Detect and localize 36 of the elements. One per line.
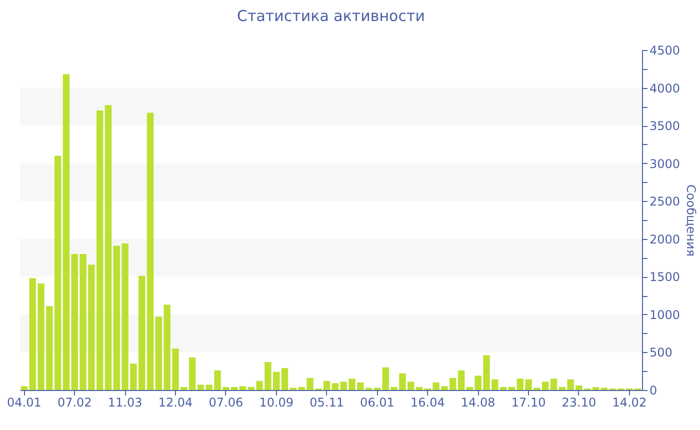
bar (104, 105, 112, 390)
y-tick-label: 3500 (650, 119, 680, 134)
bar (197, 384, 204, 390)
y-tick-label: 0 (650, 384, 658, 398)
bar (281, 368, 288, 390)
bar (592, 386, 600, 390)
y-tick-label: 1000 (650, 308, 680, 322)
y-tick-label: 500 (650, 346, 672, 360)
x-tick-label: 11.03 (108, 396, 142, 410)
chart-title: Статистика активности (237, 7, 425, 25)
bar (458, 370, 465, 390)
x-tick-label: 04.01 (7, 396, 42, 410)
bar (416, 386, 423, 390)
x-tick-label: 17.10 (511, 396, 546, 410)
x-tick-label: 06.01 (360, 396, 394, 410)
x-tick-label: 16.04 (410, 396, 445, 410)
bar (550, 378, 558, 390)
x-tick-label: 10.09 (259, 396, 294, 410)
x-tick-label: 23.10 (562, 396, 596, 410)
bar (239, 386, 246, 390)
y-tick-label: 3000 (650, 156, 680, 171)
y-tick-label: 2500 (650, 194, 680, 209)
x-tick-label: 07.02 (57, 396, 92, 410)
bar (146, 112, 154, 390)
y-axis-title: Сообщения (684, 184, 698, 257)
bar (508, 386, 516, 390)
x-tick-label: 14.08 (460, 396, 496, 410)
x-tick-label: 14.02 (612, 396, 647, 410)
y-tick-label: 1500 (650, 270, 680, 284)
y-tick-label: 2000 (650, 232, 680, 246)
y-tick-label: 4500 (650, 44, 680, 58)
y-tick-label: 4000 (650, 81, 680, 96)
x-tick-label: 12.04 (158, 396, 193, 410)
x-tick-label: 07.06 (208, 396, 244, 410)
x-tick-label: 05.11 (310, 396, 344, 410)
bar (62, 74, 70, 390)
